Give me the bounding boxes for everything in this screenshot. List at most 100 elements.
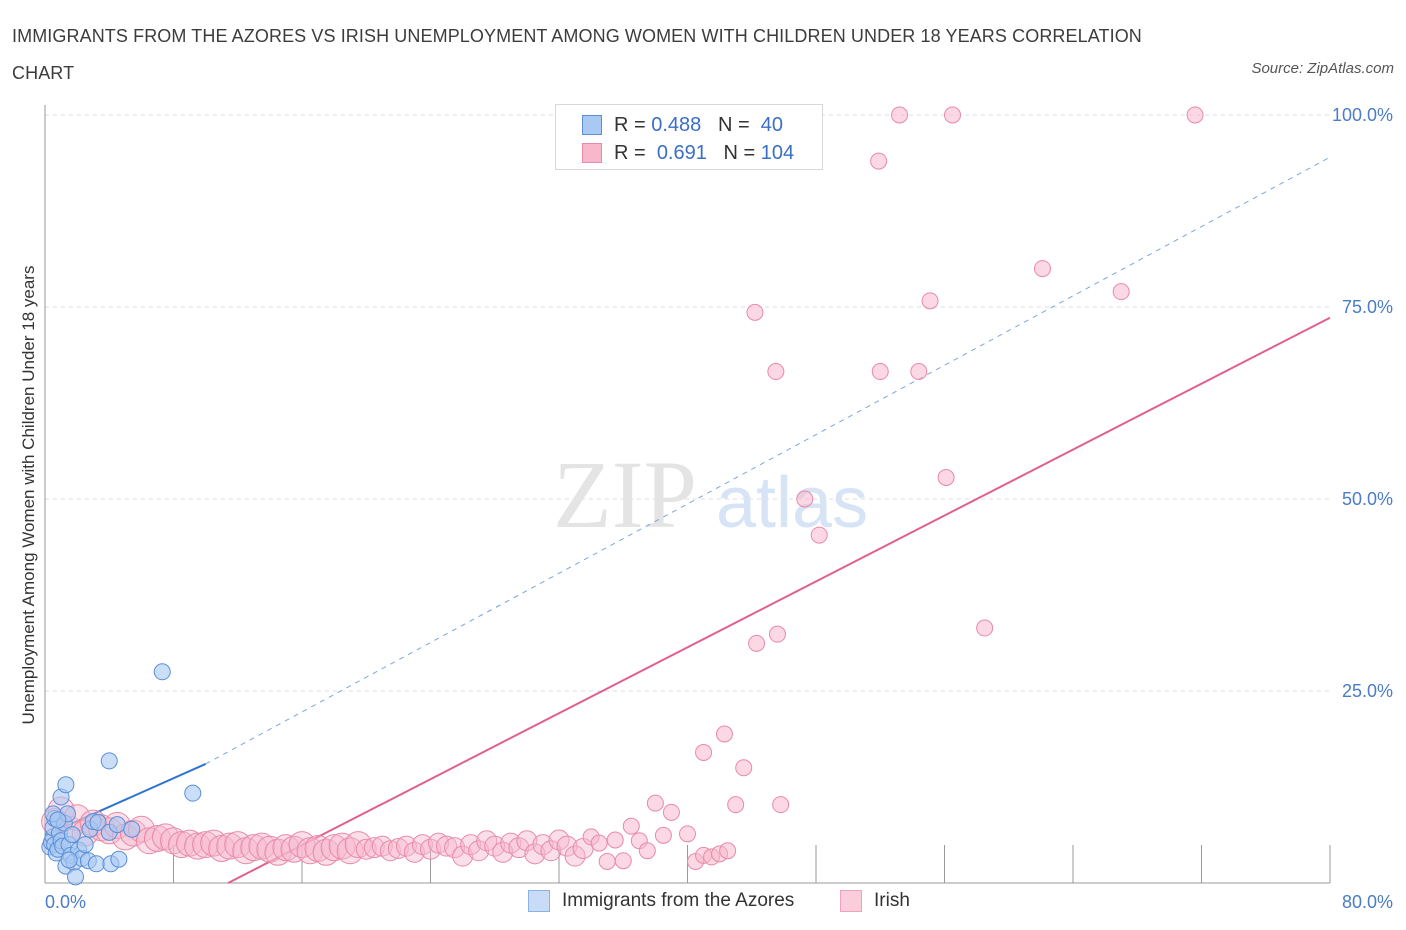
legend-row-azores: R = 0.488 N = 40 bbox=[582, 111, 783, 139]
azores-r-value: 0.488 bbox=[651, 113, 702, 136]
irish-point bbox=[516, 830, 538, 852]
irish-point bbox=[646, 794, 664, 812]
irish-point bbox=[944, 106, 962, 124]
irish-point bbox=[796, 490, 814, 508]
azores-r-label: R = bbox=[614, 113, 646, 136]
azores-points bbox=[41, 663, 202, 886]
irish-point bbox=[524, 843, 546, 865]
irish-n-label: N = bbox=[723, 141, 756, 164]
irish-point bbox=[379, 840, 401, 862]
irish-point bbox=[746, 303, 764, 321]
azores-point bbox=[100, 752, 118, 770]
gridlines bbox=[45, 114, 1330, 692]
irish-point bbox=[715, 725, 733, 743]
irish-point bbox=[452, 845, 474, 867]
series-legend: Immigrants from the Azores Irish bbox=[0, 888, 1406, 916]
azores-point bbox=[123, 820, 141, 838]
irish-point bbox=[810, 526, 828, 544]
azores-point bbox=[87, 855, 105, 873]
irish-point bbox=[272, 834, 300, 862]
irish-point bbox=[320, 834, 348, 862]
x-tick-label-min: 0.0% bbox=[45, 892, 86, 912]
axes bbox=[44, 105, 1331, 884]
azores-point bbox=[57, 776, 75, 794]
irish-point bbox=[436, 835, 458, 857]
irish-point bbox=[735, 759, 753, 777]
irish-point bbox=[768, 625, 786, 643]
irish-point bbox=[606, 831, 624, 849]
irish-point bbox=[937, 468, 955, 486]
irish-point bbox=[767, 363, 785, 381]
chart-title: IMMIGRANTS FROM THE AZORES VS IRISH UNEM… bbox=[12, 26, 1142, 83]
irish-point bbox=[280, 835, 308, 863]
irish-point bbox=[614, 852, 632, 870]
legend-azores-swatch bbox=[528, 890, 550, 912]
azores-point bbox=[76, 836, 94, 854]
irish-point bbox=[662, 803, 680, 821]
y-tick-label: 50.0% bbox=[1342, 489, 1393, 509]
irish-point bbox=[1112, 283, 1130, 301]
irish-point bbox=[976, 619, 994, 637]
x-tick-label-max: 80.0% bbox=[1342, 892, 1393, 912]
irish-point bbox=[428, 832, 450, 854]
irish-point bbox=[312, 838, 340, 866]
irish-point bbox=[168, 831, 196, 859]
irish-point bbox=[870, 152, 888, 170]
y-tick-label: 100.0% bbox=[1332, 105, 1393, 125]
irish-point bbox=[192, 831, 220, 859]
watermark-atlas: atlas bbox=[716, 463, 868, 543]
y-axis-label: Unemployment Among Women with Children U… bbox=[19, 266, 38, 725]
irish-point bbox=[679, 825, 696, 843]
watermark-zip: ZIP bbox=[553, 441, 697, 548]
irish-point bbox=[638, 842, 656, 860]
irish-n-value: 104 bbox=[760, 141, 795, 164]
irish-point bbox=[772, 796, 790, 814]
legend-azores-label: Immigrants from the Azores bbox=[562, 890, 795, 911]
azores-point bbox=[63, 826, 81, 844]
y-tick-label: 25.0% bbox=[1342, 681, 1393, 701]
irish-points bbox=[41, 106, 1204, 870]
irish-r-value: 0.691 bbox=[656, 141, 707, 164]
irish-point bbox=[921, 292, 939, 310]
azores-swatch bbox=[582, 115, 602, 135]
azores-point bbox=[67, 868, 85, 886]
azores-point bbox=[108, 816, 126, 834]
azores-point bbox=[49, 811, 67, 829]
azores-point bbox=[89, 813, 107, 831]
irish-point bbox=[184, 832, 212, 860]
irish-point bbox=[240, 834, 268, 862]
chart-source: Source: ZipAtlas.com bbox=[1251, 60, 1394, 77]
y-tick-label: 75.0% bbox=[1342, 297, 1393, 317]
irish-point bbox=[444, 837, 466, 859]
irish-point bbox=[719, 842, 737, 860]
irish-point bbox=[910, 363, 928, 381]
azores-n-value: 40 bbox=[760, 113, 784, 136]
irish-point bbox=[598, 852, 616, 870]
irish-point bbox=[622, 817, 640, 835]
irish-point bbox=[540, 840, 562, 862]
irish-point bbox=[564, 845, 586, 867]
legend-irish-label: Irish bbox=[874, 890, 910, 911]
irish-point bbox=[328, 832, 356, 860]
azores-n-label: N = bbox=[717, 113, 750, 136]
irish-point bbox=[200, 829, 228, 857]
irish-point bbox=[387, 837, 409, 859]
azores-point bbox=[110, 850, 128, 868]
irish-swatch bbox=[582, 143, 602, 163]
irish-point bbox=[492, 841, 514, 863]
legend-item-azores[interactable]: Immigrants from the Azores bbox=[528, 890, 794, 912]
irish-point bbox=[508, 837, 530, 859]
irish-point bbox=[748, 634, 766, 652]
irish-point bbox=[654, 826, 672, 844]
irish-point bbox=[1033, 260, 1051, 278]
irish-point bbox=[216, 832, 244, 860]
legend-row-irish: R = 0.691 N = 104 bbox=[582, 139, 794, 167]
irish-point bbox=[727, 796, 745, 814]
irish-point bbox=[304, 834, 332, 862]
irish-point bbox=[891, 106, 909, 124]
legend-item-irish[interactable]: Irish bbox=[840, 890, 910, 912]
irish-point bbox=[590, 834, 608, 852]
irish-point bbox=[363, 837, 385, 859]
azores-point bbox=[153, 663, 171, 681]
